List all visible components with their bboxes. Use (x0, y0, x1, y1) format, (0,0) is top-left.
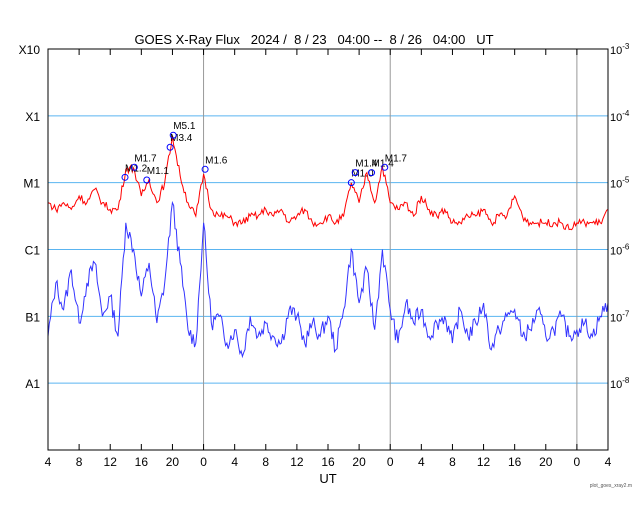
left-tick-label: B1 (25, 310, 40, 324)
flare-label: M1.4 (355, 159, 378, 170)
chart-title: GOES X-Ray Flux 2024 / 8 / 23 04:00 -- 8… (134, 32, 493, 47)
left-tick-label: A1 (25, 377, 40, 391)
flare-marker (347, 179, 355, 187)
flare-label: M1.7 (385, 153, 408, 164)
x-tick-label: 20 (539, 455, 553, 469)
right-tick-base: 10 (610, 246, 622, 258)
right-tick-exponent: -3 (622, 42, 630, 51)
flare-marker (121, 173, 129, 181)
right-tick-base: 10 (610, 112, 622, 124)
right-tick-label: 10-7 (610, 309, 630, 324)
right-tick-base: 10 (610, 312, 622, 324)
x-tick-label: 16 (135, 455, 149, 469)
left-tick-label: X1 (25, 110, 40, 124)
flare-marker (169, 131, 177, 139)
x-tick-label: 12 (477, 455, 491, 469)
flare-label: M1.0 (351, 169, 374, 180)
right-tick-base: 10 (610, 179, 622, 191)
x-tick-label: 16 (508, 455, 522, 469)
right-tick-exponent: -5 (622, 176, 630, 185)
flare-marker (368, 169, 376, 177)
x-tick-label: 0 (387, 455, 394, 469)
right-tick-label: 10-6 (610, 243, 630, 258)
flare-marker (166, 143, 174, 151)
x-tick-label: 8 (262, 455, 269, 469)
x-tick-label: 12 (290, 455, 304, 469)
flare-label: M1.6 (205, 155, 228, 166)
left-tick-label: M1 (23, 177, 40, 191)
right-tick-exponent: -7 (622, 309, 630, 318)
x-tick-label: 0 (574, 455, 581, 469)
flare-label: M1.2 (125, 163, 148, 174)
flare-marker (381, 163, 389, 171)
x-tick-label: 8 (76, 455, 83, 469)
x-tick-label: 12 (104, 455, 118, 469)
right-tick-exponent: -4 (622, 109, 630, 118)
x-tick-label: 4 (418, 455, 425, 469)
x-tick-label: 8 (449, 455, 456, 469)
right-tick-label: 10-3 (610, 42, 630, 57)
right-tick-label: 10-8 (610, 376, 630, 391)
flare-marker (201, 165, 209, 173)
flare-marker (143, 176, 151, 184)
flare-label: M1.4 (372, 159, 395, 170)
x-tick-label: 0 (200, 455, 207, 469)
x-tick-label: 16 (321, 455, 335, 469)
x-tick-label: 20 (352, 455, 366, 469)
right-tick-base: 10 (610, 379, 622, 391)
flare-label: M1.7 (134, 153, 157, 164)
flare-label: M1.1 (147, 166, 170, 177)
flare-marker (351, 169, 359, 177)
x-tick-label: 20 (166, 455, 180, 469)
flare-label: M5.1 (173, 121, 196, 132)
footer-filename: plot_goes_xray2.m (590, 483, 632, 489)
left-tick-label: C1 (25, 244, 41, 258)
x-tick-label: 4 (45, 455, 52, 469)
left-tick-label: X10 (19, 43, 41, 57)
right-tick-exponent: -8 (622, 376, 630, 385)
x-tick-label: 4 (605, 455, 612, 469)
right-tick-label: 10-4 (610, 109, 630, 124)
flare-marker (130, 163, 138, 171)
x-tick-label: 4 (231, 455, 238, 469)
right-tick-label: 10-5 (610, 176, 630, 191)
flare-label: M3.4 (170, 133, 193, 144)
series-line-short (47, 200, 609, 359)
right-tick-base: 10 (610, 45, 622, 57)
right-tick-exponent: -6 (622, 243, 630, 252)
series-line-long (47, 135, 609, 231)
x-axis-label: UT (319, 471, 336, 486)
